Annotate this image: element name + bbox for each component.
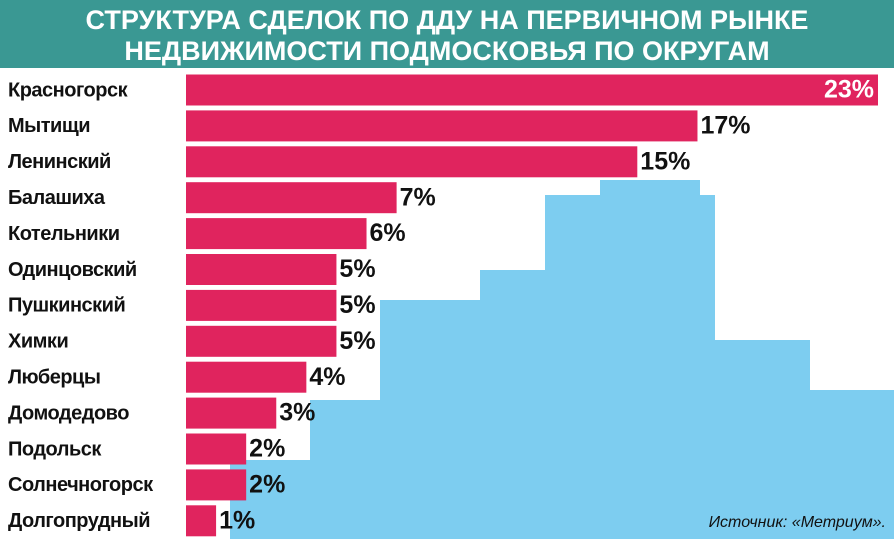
bar	[186, 254, 337, 285]
value-label: 5%	[339, 291, 375, 319]
bar	[186, 218, 367, 250]
value-label: 4%	[309, 363, 345, 391]
category-label: Солнечногорск	[8, 474, 154, 496]
value-label: 17%	[700, 112, 750, 140]
category-label: Котельники	[8, 223, 120, 245]
category-label: Домодедово	[8, 402, 129, 424]
chart-title: НЕДВИЖИМОСТИ ПОДМОСКОВЬЯ ПО ОКРУГАМ	[124, 36, 769, 66]
value-label: 1%	[219, 506, 255, 534]
value-label: 3%	[279, 399, 315, 427]
category-label: Мытищи	[8, 115, 90, 137]
category-label: Химки	[8, 331, 68, 353]
category-label: Подольск	[8, 438, 102, 460]
category-label: Балашиха	[8, 187, 106, 209]
value-label: 6%	[370, 219, 406, 247]
category-label: Долгопрудный	[8, 510, 150, 532]
header	[0, 0, 894, 68]
value-label: 7%	[400, 183, 436, 211]
bar	[186, 110, 698, 142]
value-label: 2%	[249, 435, 285, 463]
category-label: Пушкинский	[8, 295, 125, 317]
bar	[186, 289, 337, 321]
bar	[186, 469, 247, 501]
value-label: 2%	[249, 471, 285, 499]
skyline	[230, 180, 894, 539]
bar	[186, 505, 217, 537]
value-label: 15%	[640, 147, 690, 175]
bar	[186, 74, 878, 106]
source-note: Источник: «Метриум».	[709, 514, 886, 531]
bar	[186, 146, 638, 178]
value-label: 5%	[339, 255, 375, 283]
bar	[186, 397, 277, 429]
bar	[186, 325, 337, 357]
bar	[186, 433, 247, 465]
chart-title: СТРУКТУРА СДЕЛОК ПО ДДУ НА ПЕРВИЧНОМ РЫН…	[86, 5, 809, 35]
bar	[186, 182, 397, 214]
category-label: Ленинский	[8, 151, 111, 173]
category-label: Люберцы	[8, 366, 100, 388]
bar	[186, 361, 307, 393]
value-label: 5%	[339, 327, 375, 355]
category-label: Одинцовский	[8, 259, 137, 281]
category-label: Красногорск	[8, 79, 129, 101]
value-label: 23%	[824, 76, 874, 104]
